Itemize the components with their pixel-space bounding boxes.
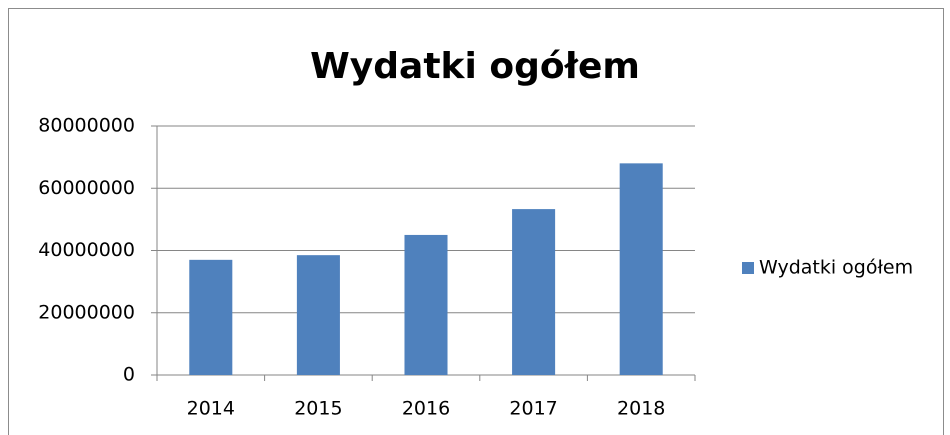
bar [512,209,556,375]
bar [404,234,448,375]
bar [619,163,663,375]
x-tick-label: 2014 [187,398,235,420]
bar [189,259,233,375]
y-tick-label: 40000000 [38,239,135,261]
y-tick-label: 0 [123,364,135,386]
x-tick-label: 2016 [402,398,450,420]
bar [296,255,340,375]
legend-swatch [742,262,754,274]
legend-label: Wydatki ogółem [759,257,913,279]
x-tick-label: 2017 [509,398,557,420]
chart-title: Wydatki ogółem [310,46,640,87]
y-tick-label: 20000000 [38,301,135,323]
chart-frame [8,8,944,435]
y-tick-label: 60000000 [38,177,135,199]
x-tick-label: 2018 [617,398,665,420]
y-tick-label: 80000000 [38,115,135,137]
x-tick-label: 2015 [294,398,342,420]
